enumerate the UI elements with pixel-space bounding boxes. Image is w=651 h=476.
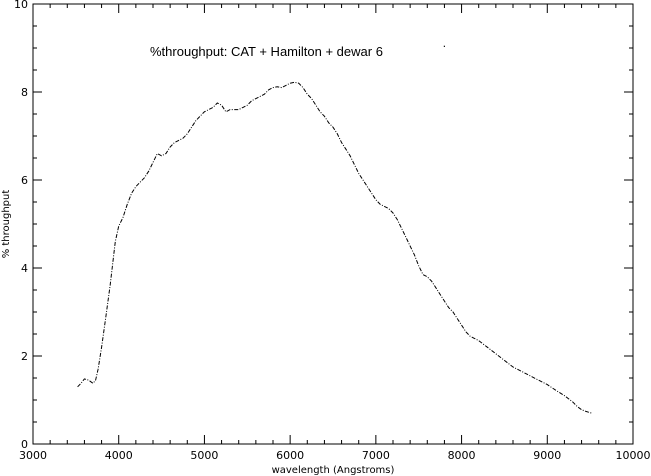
y-tick-label: 4 [21,262,28,275]
x-axis-label: wavelength (Angstroms) [272,465,395,476]
y-axis-ticks: 0 2 4 6 8 10 [14,0,633,451]
y-tick-label: 8 [21,86,28,99]
x-tick-label: 3000 [19,449,47,462]
throughput-line [77,81,593,414]
y-tick-label: 2 [21,350,28,363]
chart-title: %throughput: CAT + Hamilton + dewar 6 [150,44,383,59]
annotation-layer: · [443,40,447,53]
x-tick-label: 7000 [362,449,390,462]
x-tick-label: 9000 [533,449,561,462]
y-tick-label: 0 [21,438,28,451]
x-tick-label: 10000 [616,449,651,462]
x-tick-label: 4000 [105,449,133,462]
x-axis-ticks: 3000 4000 5000 6000 7000 8000 9000 10000 [19,4,651,462]
annotation-mark: · [443,40,447,53]
y-axis-label: % throughput [1,190,12,259]
plot-frame [32,3,634,445]
x-tick-label: 6000 [276,449,304,462]
plot-border [32,3,634,445]
x-tick-label: 8000 [448,449,476,462]
y-tick-label: 10 [14,0,28,11]
y-tick-label: 6 [21,174,28,187]
series-layer [77,81,593,414]
x-tick-label: 5000 [190,449,218,462]
